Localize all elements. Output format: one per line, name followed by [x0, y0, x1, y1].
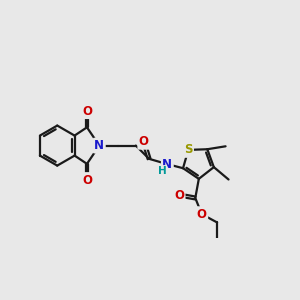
Text: O: O	[139, 135, 149, 148]
Text: O: O	[197, 208, 207, 221]
Text: N: N	[162, 158, 172, 171]
Text: H: H	[158, 166, 167, 176]
Text: S: S	[184, 143, 193, 156]
Text: O: O	[82, 173, 92, 187]
Text: N: N	[94, 139, 104, 152]
Text: O: O	[82, 105, 92, 118]
Text: O: O	[174, 188, 184, 202]
